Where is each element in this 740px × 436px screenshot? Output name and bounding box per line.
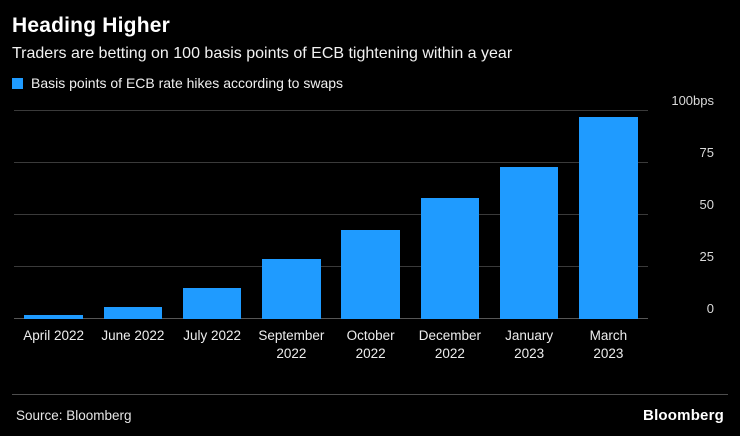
y-tick-label: 25 [699,249,714,264]
bar [499,167,559,319]
y-tick-label: 0 [706,301,714,316]
bar [262,258,321,319]
gridline [14,214,648,215]
bar-slot: December 2022 [410,111,489,361]
chart-footer: Source: Bloomberg Bloomberg [12,394,728,436]
source-note: Source: Bloomberg [16,408,132,423]
legend: Basis points of ECB rate hikes according… [12,75,724,91]
bar-chart: 0 25 50 75 100bps April 2022 June 2022 July 202… [12,94,724,361]
bar-slot: September 2022 [252,111,331,361]
x-tick-label: June 2022 [101,328,165,343]
bar-slot: July 2022 [173,111,252,343]
bar-slot: January 2023 [490,111,569,361]
bar-slot: April 2022 [14,111,93,343]
bar-slot: October 2022 [331,111,410,361]
x-tick-label: July 2022 [183,328,242,343]
legend-label: Basis points of ECB rate hikes according… [31,75,344,91]
bar [420,198,480,319]
gridline [14,318,648,319]
chart-title: Heading Higher [12,14,170,37]
plot-area: 0 25 50 75 100bps April 2022 June 2022 July 202… [14,94,714,361]
x-tick-label: December 2022 [418,328,482,362]
bar [579,117,638,319]
y-tick-label: 100bps [671,93,714,108]
y-tick-label: 75 [699,145,714,160]
chart-subtitle: Traders are betting on 100 basis points … [12,45,513,62]
x-tick-label: September 2022 [258,328,325,362]
bar [182,287,242,319]
bar [24,314,83,319]
gridline [14,110,648,111]
x-tick-label: October 2022 [346,328,395,362]
bar-slot: June 2022 [93,111,172,343]
bar [103,306,163,319]
bar-slot: March 2023 [569,111,648,361]
x-tick-label: March 2023 [589,328,628,362]
x-tick-label: April 2022 [23,328,85,343]
gridline [14,266,648,267]
gridline [14,162,648,163]
bars-container: April 2022 June 2022 July 2022 September 202… [14,111,648,361]
bloomberg-logo: Bloomberg [643,407,724,424]
bar [341,229,400,319]
legend-swatch-icon [12,77,23,89]
y-tick-label: 50 [699,197,714,212]
x-tick-label: January 2023 [505,328,554,362]
